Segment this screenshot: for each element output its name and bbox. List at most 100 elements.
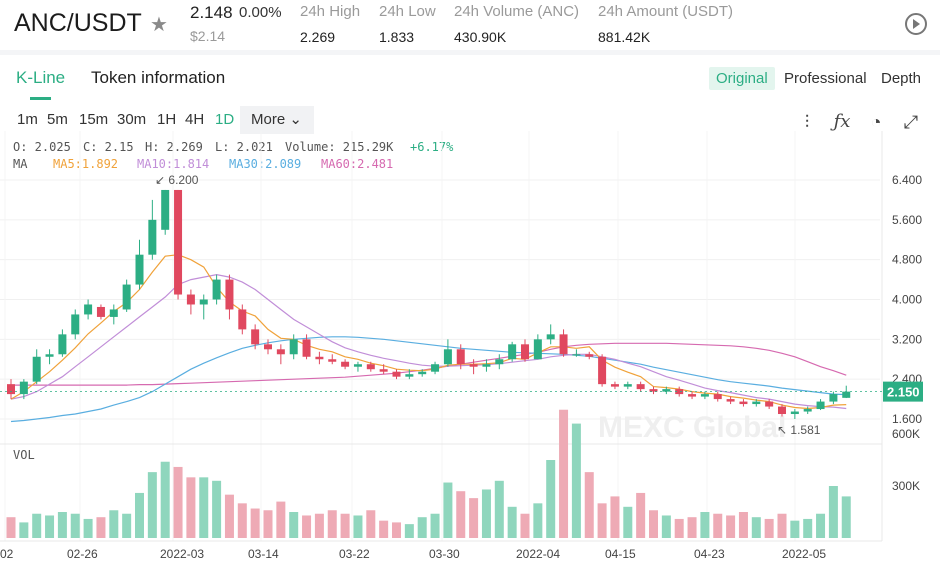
candle-body: [418, 371, 427, 375]
view-original-button[interactable]: Original: [709, 67, 775, 90]
time-tick-label: 04-15: [605, 547, 636, 561]
volume-bar: [430, 513, 440, 538]
price-change: 0.00%: [239, 4, 282, 21]
more-intervals-dropdown[interactable]: More ⌄: [240, 106, 314, 134]
candle-body: [328, 359, 337, 362]
candle-body: [32, 356, 41, 382]
candle-body: [174, 189, 183, 295]
volume-bar: [96, 517, 106, 538]
pair-name: ANC/USDT: [14, 9, 142, 37]
candle-body: [161, 189, 170, 230]
candle-body: [842, 391, 851, 398]
kline-chart[interactable]: 6.4005.6004.8004.0003.2002.4001.600600K3…: [0, 101, 940, 569]
view-professional-button[interactable]: Professional: [784, 70, 867, 87]
candle-body: [739, 401, 748, 405]
volume-bar: [366, 510, 376, 538]
view-depth-button[interactable]: Depth: [881, 70, 922, 87]
legend-vol-title: VOL: [13, 448, 35, 462]
legend-volume: Volume: 215.29K: [285, 140, 394, 154]
volume-bar: [263, 510, 273, 538]
stat-amount-value: 881.42K: [598, 29, 651, 45]
candle-body: [341, 361, 350, 367]
volume-bar: [224, 494, 234, 538]
candle-body: [521, 344, 529, 360]
volume-bar: [764, 518, 774, 538]
candle-body: [803, 409, 812, 412]
candle-body: [675, 389, 684, 395]
candle-body: [148, 219, 157, 255]
candle-body: [623, 384, 632, 387]
interval-1m[interactable]: 1m: [17, 111, 38, 128]
candle-body: [225, 279, 234, 310]
candle-body: [559, 334, 568, 355]
candle-body: [700, 394, 709, 397]
interval-1h[interactable]: 1H: [157, 111, 177, 128]
price-tick-label: 5.600: [892, 213, 922, 227]
volume-bar: [674, 518, 684, 538]
volume-bar: [122, 513, 132, 538]
volume-bar: [738, 512, 748, 538]
candlestick-type-icon[interactable]: ⫶: [804, 112, 810, 132]
settings-gauge-icon[interactable]: ◔: [870, 112, 882, 132]
price-usd: $2.14: [190, 28, 226, 44]
volume-bar: [186, 477, 196, 538]
candle-body: [289, 339, 298, 355]
interval-30m[interactable]: 30m: [117, 111, 147, 128]
time-tick-label: 02-26: [67, 547, 98, 561]
tab-token-information[interactable]: Token information: [91, 68, 226, 87]
interval-1d[interactable]: 1D: [215, 111, 235, 128]
stat-volume-label: 24h Volume (ANC): [454, 3, 580, 20]
legend-change: +6.17%: [410, 140, 454, 154]
candle-body: [765, 401, 774, 407]
candle-body: [353, 364, 362, 367]
volume-bar: [83, 518, 93, 538]
volume-bar: [353, 515, 363, 538]
candle-body: [533, 339, 542, 360]
volume-bar: [19, 522, 29, 538]
stat-volume-value: 430.90K: [454, 29, 507, 45]
candle-body: [212, 279, 221, 300]
volume-bar: [661, 515, 671, 538]
candle-body: [19, 381, 28, 395]
volume-bar: [533, 503, 543, 538]
interval-15m[interactable]: 15m: [79, 111, 109, 128]
candle-body: [726, 399, 735, 402]
candle-body: [366, 364, 375, 370]
volume-bar: [469, 498, 479, 538]
volume-bar: [494, 480, 504, 538]
legend-ma5: MA5:1.892: [53, 157, 119, 171]
candle-body: [84, 304, 93, 315]
volume-bar: [160, 461, 170, 538]
price-tick-label: 3.200: [892, 332, 922, 346]
low-marker-label: ↖ 1.581: [777, 423, 821, 437]
price-tick-label: 6.400: [892, 173, 922, 187]
volume-tick-label: 300K: [892, 479, 920, 493]
candle-body: [443, 349, 452, 365]
candle-body: [790, 411, 799, 415]
candle-body: [688, 394, 697, 397]
tab-kline[interactable]: K-Line: [16, 68, 66, 87]
volume-bar: [135, 492, 144, 538]
candle-body: [109, 309, 118, 317]
favorite-star-icon[interactable]: ★: [150, 14, 168, 36]
volume-bar: [417, 517, 427, 538]
volume-bar: [302, 515, 312, 538]
candle-body: [71, 314, 80, 335]
volume-bar: [250, 508, 260, 538]
interval-5m[interactable]: 5m: [47, 111, 68, 128]
time-tick-label: 02: [0, 547, 14, 561]
high-marker-label: ↙ 6.200: [155, 173, 199, 187]
stat-low-label: 24h Low: [379, 3, 436, 20]
volume-bar: [212, 480, 222, 538]
candle-body: [508, 344, 517, 360]
volume-bar: [314, 513, 324, 538]
stat-low-value: 1.833: [379, 29, 415, 45]
play-icon[interactable]: [905, 13, 927, 35]
candle-body: [456, 349, 465, 365]
fullscreen-icon[interactable]: ⤢: [903, 112, 919, 132]
chart-panel: 1m 5m 15m 30m 1H 4H 1D More ⌄ ⫶ ƒx ◔ ⤢ O…: [0, 101, 940, 569]
candle-body: [379, 369, 388, 372]
indicator-fx-icon[interactable]: ƒx: [833, 111, 851, 132]
interval-4h[interactable]: 4H: [185, 111, 205, 128]
time-tick-label: 03-30: [429, 547, 460, 561]
